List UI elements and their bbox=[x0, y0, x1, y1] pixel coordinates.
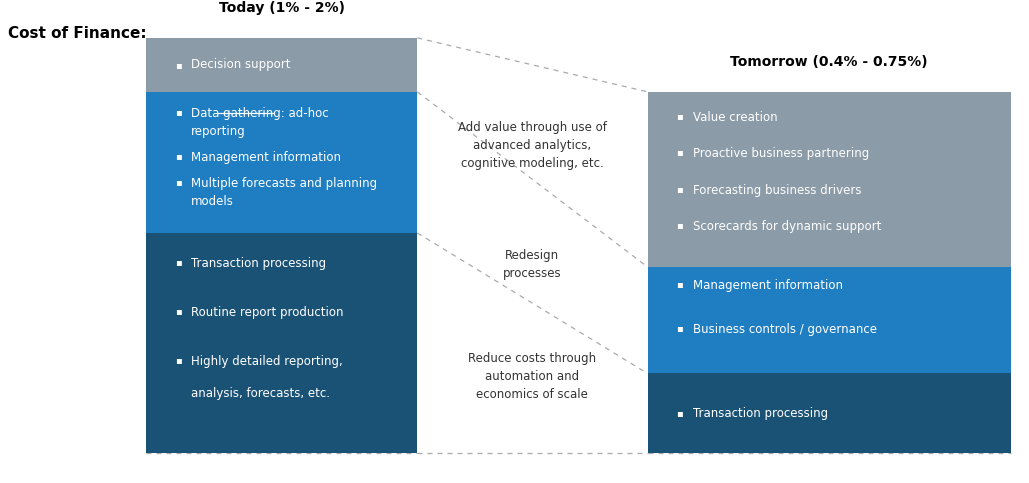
Text: ▪: ▪ bbox=[676, 147, 683, 157]
Text: ▪: ▪ bbox=[676, 184, 683, 194]
Text: Management information: Management information bbox=[191, 151, 341, 164]
Text: Highly detailed reporting,: Highly detailed reporting, bbox=[191, 355, 343, 368]
Bar bbox=[647, 373, 1010, 453]
Text: ▪: ▪ bbox=[175, 355, 181, 365]
Text: ▪: ▪ bbox=[676, 279, 683, 289]
Bar bbox=[647, 92, 1010, 267]
Text: ▪: ▪ bbox=[676, 220, 683, 230]
Text: ▪: ▪ bbox=[676, 408, 683, 418]
Bar bbox=[146, 233, 418, 453]
Bar bbox=[647, 267, 1010, 373]
Text: Today (1% - 2%): Today (1% - 2%) bbox=[219, 1, 345, 15]
Text: ▪: ▪ bbox=[676, 323, 683, 333]
Text: ▪: ▪ bbox=[175, 151, 181, 161]
Bar bbox=[146, 92, 418, 233]
Text: Scorecards for dynamic support: Scorecards for dynamic support bbox=[693, 220, 881, 233]
Text: Transaction processing: Transaction processing bbox=[191, 257, 326, 270]
Text: ▪: ▪ bbox=[175, 177, 181, 187]
Text: ▪: ▪ bbox=[676, 111, 683, 121]
Text: Redesign
processes: Redesign processes bbox=[503, 249, 562, 280]
Text: ▪: ▪ bbox=[175, 306, 181, 316]
Bar bbox=[146, 38, 418, 92]
Text: models: models bbox=[191, 195, 234, 208]
Text: Reduce costs through
automation and
economics of scale: Reduce costs through automation and econ… bbox=[468, 352, 597, 400]
Text: ▪: ▪ bbox=[175, 257, 181, 267]
Text: Forecasting business drivers: Forecasting business drivers bbox=[693, 184, 861, 197]
Text: Decision support: Decision support bbox=[191, 58, 290, 71]
Text: Proactive business partnering: Proactive business partnering bbox=[693, 147, 868, 160]
Text: Data gathering: ad-hoc: Data gathering: ad-hoc bbox=[191, 107, 328, 120]
Text: Business controls / governance: Business controls / governance bbox=[693, 323, 877, 336]
Text: Add value through use of
advanced analytics,
cognitive modeling, etc.: Add value through use of advanced analyt… bbox=[458, 121, 607, 170]
Text: Management information: Management information bbox=[693, 279, 843, 292]
Text: analysis, forecasts, etc.: analysis, forecasts, etc. bbox=[191, 387, 330, 400]
Text: Tomorrow (0.4% - 0.75%): Tomorrow (0.4% - 0.75%) bbox=[731, 55, 928, 69]
Text: Cost of Finance:: Cost of Finance: bbox=[8, 27, 146, 42]
Text: Value creation: Value creation bbox=[693, 111, 777, 124]
Text: Transaction processing: Transaction processing bbox=[693, 407, 827, 420]
Text: Multiple forecasts and planning: Multiple forecasts and planning bbox=[191, 177, 378, 190]
Text: reporting: reporting bbox=[191, 125, 246, 138]
Text: ▪: ▪ bbox=[175, 60, 181, 70]
Text: ▪: ▪ bbox=[175, 107, 181, 117]
Text: Routine report production: Routine report production bbox=[191, 306, 344, 319]
